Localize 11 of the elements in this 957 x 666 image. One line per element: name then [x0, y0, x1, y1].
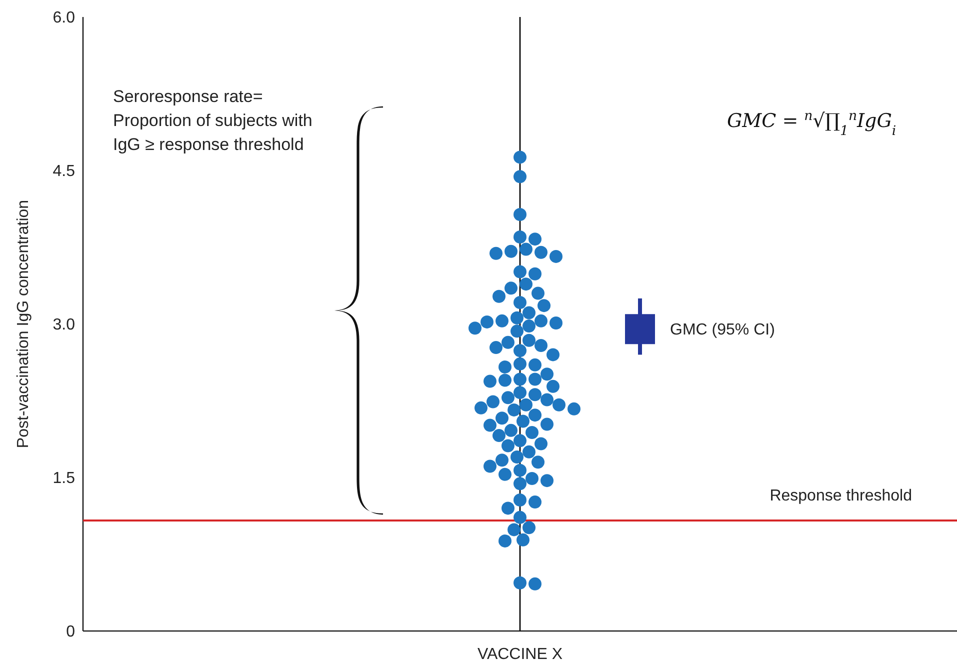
y-tick-label: 3.0 [52, 316, 76, 334]
annotation: GMC = $^{n}$√∏$_{1}$$^{n}$IgG$_{i}$ [727, 108, 896, 138]
y-tick-label: 6.0 [52, 10, 76, 27]
y-tick-label: 0 [66, 624, 76, 641]
annotation: Seroresponse rate= Proportion of subjects with IgG ≥ response threshold [113, 87, 312, 154]
ref-line-label: Response threshold [770, 487, 912, 504]
x-tick-label: VACCINE X [477, 646, 563, 663]
y-tick-label: 4.5 [52, 163, 76, 180]
y-tick-label: 1.5 [52, 470, 76, 488]
y-axis-title: Post-vaccination IgG concentration [15, 200, 32, 448]
series-label: GMC (95% CI) [670, 322, 775, 339]
